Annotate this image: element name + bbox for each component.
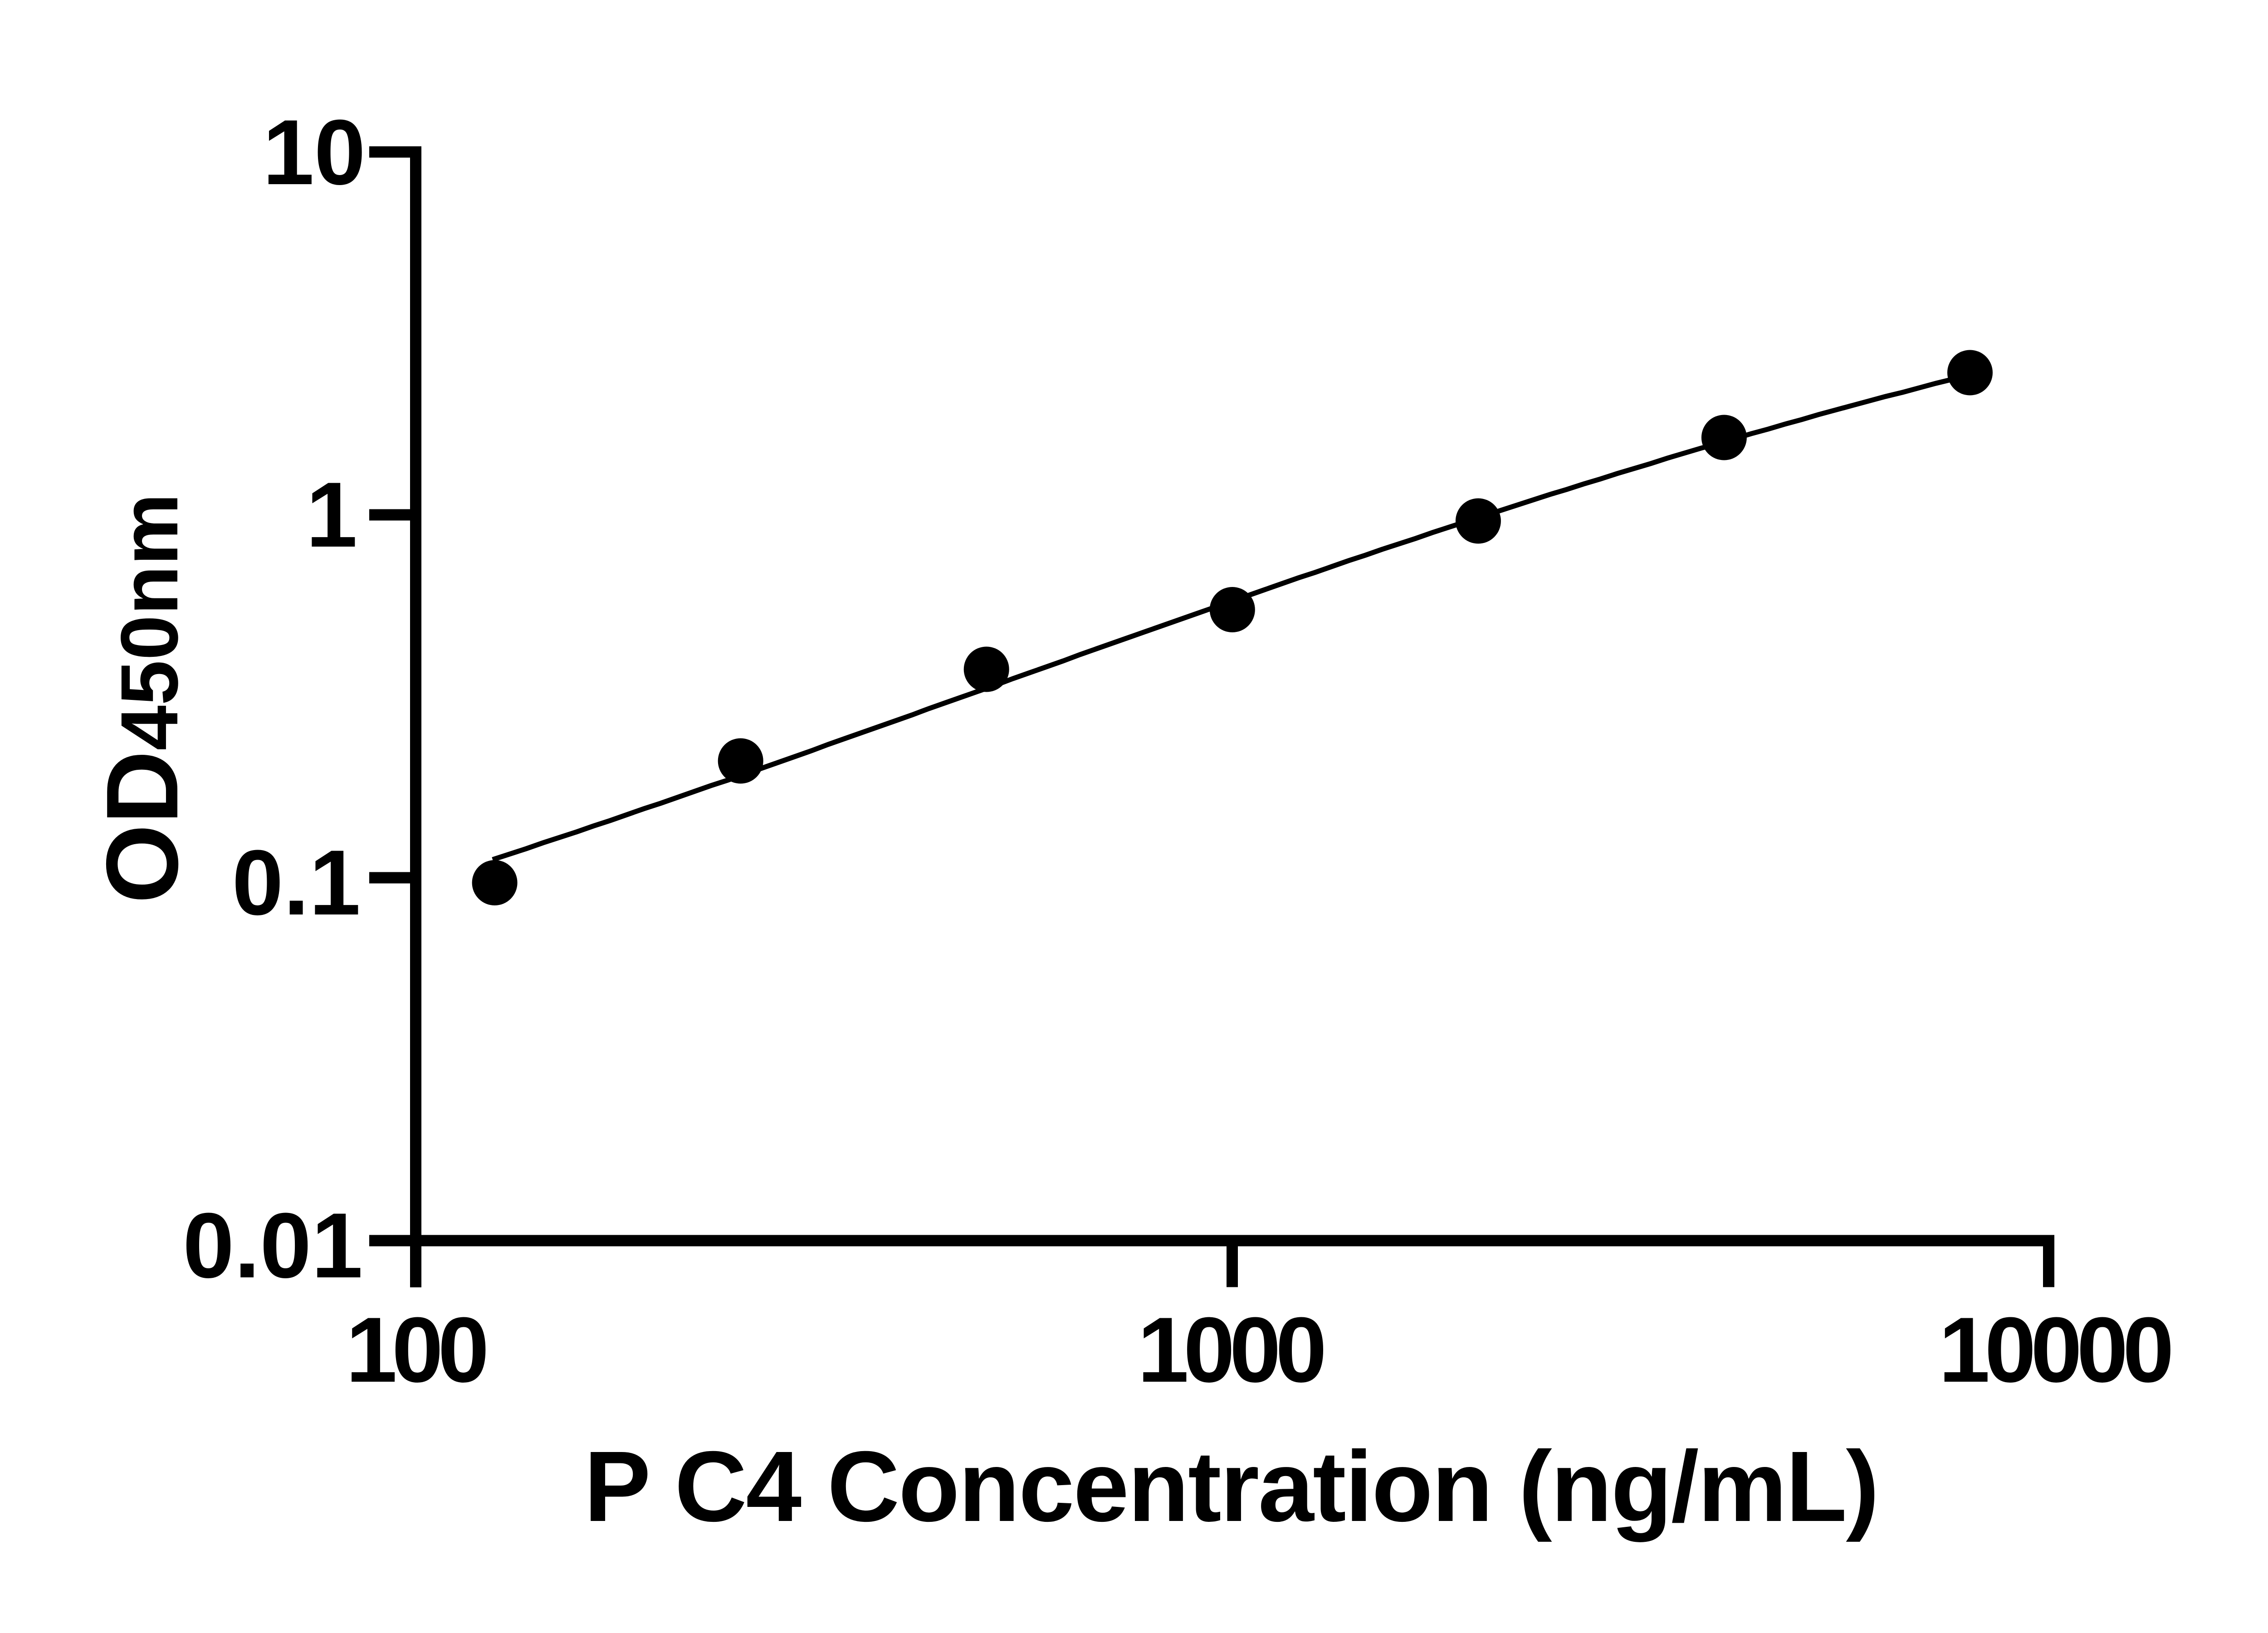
svg-text:10: 10: [263, 101, 366, 204]
svg-text:OD450nm: OD450nm: [85, 493, 199, 904]
svg-text:0.1: 0.1: [232, 831, 361, 934]
svg-text:100: 100: [346, 1298, 486, 1402]
svg-text:P C4 Concentration (ng/mL): P C4 Concentration (ng/mL): [584, 1430, 1878, 1542]
svg-text:1000: 1000: [1138, 1298, 1324, 1402]
svg-text:1: 1: [306, 463, 357, 567]
svg-text:0.01: 0.01: [183, 1194, 363, 1297]
svg-text:10000: 10000: [1939, 1298, 2171, 1402]
